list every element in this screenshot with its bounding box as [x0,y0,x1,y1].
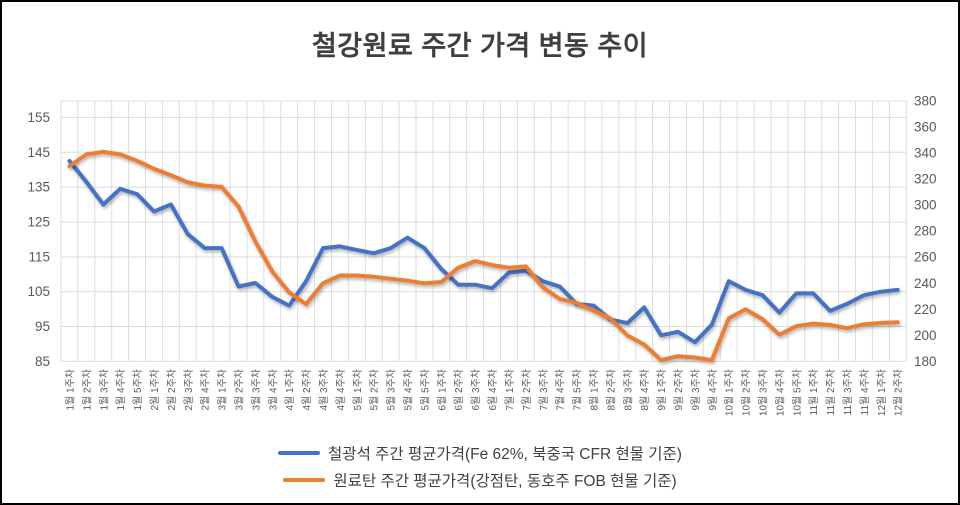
x-axis-tick-label: 4월 3주차 [318,369,330,411]
x-axis-tick-label: 7월 2주차 [521,369,533,411]
left-axis-tick-label: 115 [28,249,50,264]
x-axis-tick-label: 10월 3주차 [758,369,770,416]
series-lines [67,149,900,363]
x-axis-tick-label: 3월 1주차 [217,369,229,411]
x-axis-tick-label: 10월 5주차 [791,369,803,416]
left-axis-tick-label: 155 [27,110,50,125]
legend-label-coking-coal: 원료탄 주간 평균가격(강점탄, 동호주 FOB 현물 기준) [333,473,677,490]
x-axis-tick-label: 9월 4주차 [707,369,719,411]
x-axis-tick-label: 4월 1주차 [284,369,296,411]
x-axis-tick-label: 2월 3주차 [183,369,195,411]
right-axis-tick-labels: 380 360 340 320 300 280 260 240 220 200 180 [914,94,937,369]
x-axis-tick-label: 1월 5주차 [132,369,144,411]
x-axis-tick-label: 1월 2주차 [81,369,93,411]
legend-swatch-coking-coal [283,477,326,483]
right-axis-tick-label: 240 [914,276,937,291]
x-axis-tick-label: 7월 5주차 [572,369,584,411]
x-axis-tick-label: 8월 4주차 [639,369,651,411]
right-axis-tick-label: 180 [914,354,937,369]
legend-swatch-iron-ore [278,450,321,456]
left-axis-tick-label: 125 [27,214,50,229]
x-axis-tick-label: 12월 2주차 [893,369,905,416]
x-axis-tick-label: 9월 1주차 [656,369,668,411]
x-axis-tick-label: 1월 1주차 [64,369,76,411]
chart-legend: 철광석 주간 평균가격(Fe 62%, 북중국 CFR 현물 기준) 원료탄 주… [2,442,958,491]
x-axis-tick-label: 2월 1주차 [149,369,161,411]
x-axis-tick-label: 10월 1주차 [724,369,736,416]
left-axis-tick-labels: 155 145 135 125 115 105 95 85 [27,110,50,369]
right-axis-tick-label: 360 [914,120,937,135]
x-axis-tick-label: 7월 3주차 [538,369,550,411]
x-axis-tick-label: 3월 3주차 [250,369,262,411]
series-line-iron-ore [67,159,900,345]
x-axis-tick-label: 2월 2주차 [166,369,178,411]
x-axis-tick-label: 5월 3주차 [386,369,398,411]
x-axis-tick-label: 10월 4주차 [774,369,786,416]
left-axis-tick-label: 85 [35,354,50,369]
horizontal-gridlines [61,100,907,362]
x-axis-tick-labels: 1월 1주차 1월 2주차 1월 3주차 1월 4주차 1월 5주차 2월 1주차 2월 2… [64,369,904,416]
right-axis-tick-label: 300 [914,198,937,213]
x-axis-tick-label: 4월 2주차 [301,369,313,411]
legend-item-coking-coal: 원료탄 주간 평균가격(강점탄, 동호주 FOB 현물 기준) [283,469,677,491]
x-axis-tick-label: 5월 2주차 [369,369,381,411]
right-axis-tick-label: 200 [914,328,937,343]
legend-item-iron-ore: 철광석 주간 평균가격(Fe 62%, 북중국 CFR 현물 기준) [278,442,682,464]
x-axis-tick-label: 11월 1주차 [808,369,820,415]
x-axis-tick-label: 7월 4주차 [555,369,567,411]
legend-label-iron-ore: 철광석 주간 평균가격(Fe 62%, 북중국 CFR 현물 기준) [328,446,682,463]
x-axis-tick-label: 8월 3주차 [622,369,634,411]
right-axis-tick-label: 340 [914,146,937,161]
left-axis-tick-label: 135 [27,180,50,195]
x-axis-tick-label: 6월 1주차 [436,369,448,411]
x-axis-tick-label: 5월 4주차 [403,369,415,411]
x-axis-tick-label: 10월 2주차 [741,369,753,416]
x-axis-tick-label: 12월 1주차 [876,369,888,416]
x-axis-tick-label: 9월 2주차 [673,369,685,411]
right-axis-tick-label: 380 [914,94,937,109]
x-axis-tick-label: 6월 4주차 [487,369,499,411]
x-axis-tick-label: 6월 3주차 [470,369,482,411]
x-axis-tick-label: 5월 1주차 [352,369,364,411]
x-axis-tick-label: 3월 2주차 [233,369,245,411]
x-axis-tick-label: 1월 4주차 [115,369,127,411]
x-axis-tick-label: 5월 5주차 [419,369,431,411]
x-axis-tick-label: 3월 4주차 [267,369,279,411]
x-axis-tick-label: 4월 4주차 [335,369,347,411]
right-axis-tick-label: 220 [914,302,937,317]
x-axis-tick-label: 11월 3주차 [842,369,854,415]
x-axis-tick-label: 1월 3주차 [98,369,110,411]
left-axis-tick-label: 105 [27,284,50,299]
x-axis-tick-label: 11월 4주차 [859,369,871,415]
x-axis-tick-label: 6월 2주차 [453,369,465,411]
x-axis-tick-label: 11월 2주차 [825,369,837,415]
x-axis-tick-label: 7월 1주차 [504,369,516,411]
right-axis-tick-label: 260 [914,250,937,265]
chart-title: 철강원료 주간 가격 변동 추이 [311,31,649,61]
left-axis-tick-label: 145 [27,145,50,160]
x-axis-tick-label: 8월 1주차 [588,369,600,411]
right-axis-tick-label: 280 [914,224,937,239]
right-axis-tick-label: 320 [914,172,937,187]
x-axis-tick-label: 8월 2주차 [605,369,617,411]
left-axis-tick-label: 95 [35,319,50,334]
x-axis-tick-label: 2월 4주차 [200,369,212,411]
x-axis-tick-label: 9월 3주차 [690,369,702,411]
series-line-coking-coal [67,149,900,363]
